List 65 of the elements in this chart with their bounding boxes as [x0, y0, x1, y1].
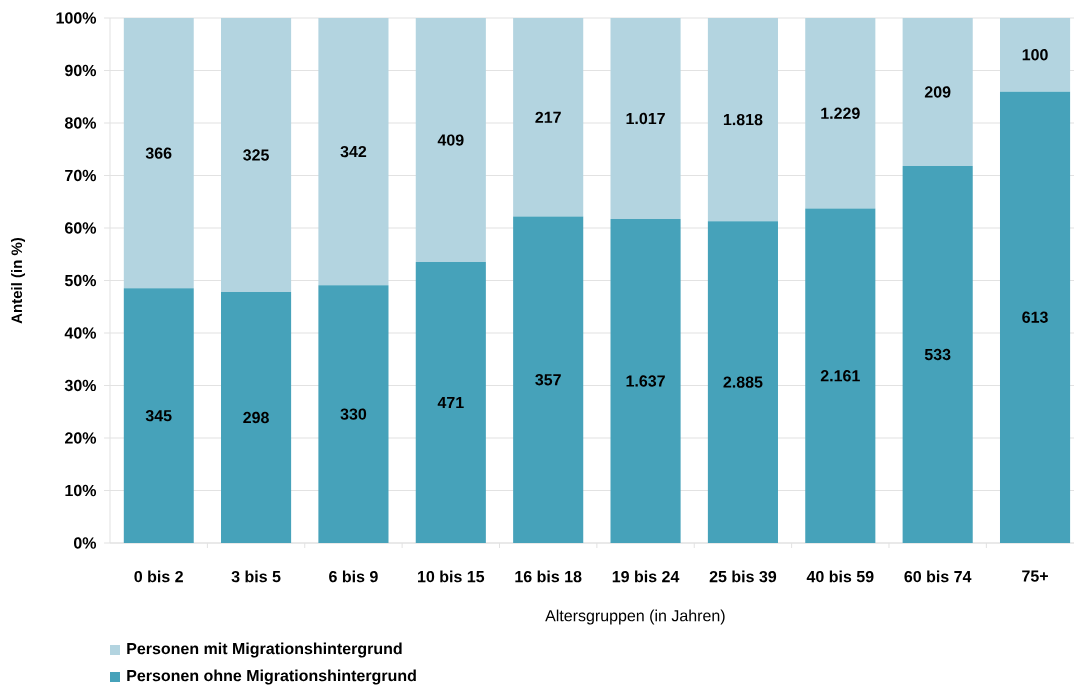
y-tick-label: 0% [73, 537, 97, 549]
bar [318, 285, 389, 543]
x-tick-label: 16 bis 18 [515, 570, 582, 583]
bar [415, 17, 486, 263]
annotation: 1.229 [821, 107, 860, 119]
annotation: 2.885 [723, 376, 763, 388]
annotation: 357 [535, 374, 561, 386]
annotation: 471 [437, 397, 464, 409]
bar [610, 219, 681, 543]
annotation: 1.818 [723, 113, 763, 126]
bar [707, 17, 778, 222]
annotation: 1.637 [626, 375, 665, 387]
annotation: 533 [924, 348, 951, 361]
annotation: 325 [243, 149, 269, 161]
bar [513, 17, 584, 217]
bar [318, 17, 389, 286]
bar [999, 17, 1071, 92]
x-tick-label: 10 bis 15 [418, 570, 485, 583]
y-tick-label: 30% [64, 379, 97, 392]
legend-label: Personen ohne Migrationshintergrund [127, 669, 416, 685]
legend-label: Personen mit Migrationshintergrund [127, 642, 402, 658]
bar [610, 17, 681, 220]
x-tick-label: 3 bis 5 [231, 570, 281, 583]
x-tick-label: 25 bis 39 [709, 570, 777, 583]
annotation: 409 [437, 134, 464, 146]
bar [221, 292, 292, 543]
annotation: 2.161 [820, 370, 860, 382]
y-tick-label: 40% [64, 327, 97, 339]
bar [123, 288, 194, 543]
y-tick-label: 90% [65, 64, 97, 77]
x-tick-label: 6 bis 9 [329, 570, 378, 583]
bar [805, 208, 876, 543]
annotation: 613 [1022, 311, 1048, 323]
annotation: 209 [924, 86, 951, 98]
bar [513, 216, 584, 543]
y-tick-label: 20% [65, 432, 97, 444]
annotation: 217 [535, 111, 561, 123]
y-tick-label: 60% [65, 222, 97, 234]
bar [902, 17, 973, 167]
x-tick-label: 40 bis 59 [806, 570, 874, 583]
x-axis-title: Altersgruppen (in Jahren) [545, 609, 725, 625]
bar [999, 91, 1071, 543]
bar [707, 221, 778, 543]
annotation: 298 [243, 411, 269, 424]
bar [415, 262, 486, 543]
annotation: 1.017 [626, 112, 665, 125]
x-tick-label: 19 bis 24 [612, 570, 680, 583]
annotation: 100 [1022, 49, 1048, 61]
annotation: 345 [145, 410, 172, 422]
x-tick-label: 75+ [1022, 570, 1048, 582]
annotation: 366 [145, 147, 172, 159]
y-tick-label: 50% [64, 274, 97, 287]
y-tick-label: 80% [64, 117, 97, 129]
y-tick-label: 70% [65, 169, 97, 182]
bar [221, 17, 292, 293]
bar [123, 17, 194, 289]
x-tick-label: 60 bis 74 [904, 570, 972, 583]
bar [805, 17, 876, 209]
bar [902, 166, 973, 543]
x-tick-label: 0 bis 2 [134, 570, 183, 583]
annotation: 330 [340, 408, 367, 420]
y-tick-label: 100% [56, 12, 97, 24]
y-axis-title: Anteil (in %) [11, 237, 26, 324]
y-tick-label: 10% [65, 484, 97, 497]
annotation: 342 [340, 145, 367, 158]
